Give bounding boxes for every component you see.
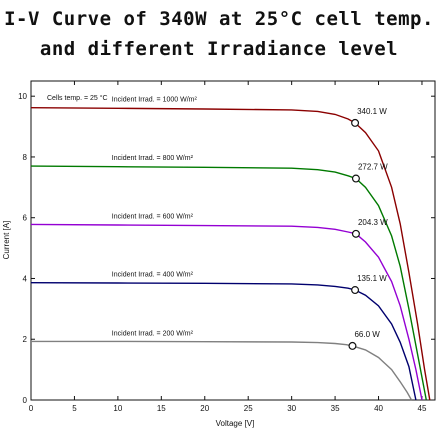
- y-axis-label: Current [A]: [2, 221, 11, 260]
- series-name-label: Incident Irrad. = 200 W/m²: [112, 330, 194, 337]
- mpp-marker: [351, 118, 360, 127]
- iv-curve-0: [30, 107, 431, 401]
- mpp-marker: [351, 286, 360, 295]
- y-tick-label: 6: [23, 214, 28, 223]
- x-tick-label: 5: [72, 404, 77, 413]
- series-labels: Incident Irrad. = 1000 W/m² 340.1 W Incide…: [112, 97, 388, 350]
- x-tick-label: 25: [244, 404, 253, 413]
- x-tick-label: 10: [113, 404, 122, 413]
- mpp-power-label: 135.1 W: [357, 274, 387, 283]
- mpp-power-label: 66.0 W: [354, 330, 380, 339]
- x-tick-label: 15: [157, 404, 166, 413]
- x-axis-label: Voltage [V]: [216, 419, 255, 428]
- x-tick-label: 20: [200, 404, 209, 413]
- x-tick-label: 40: [374, 404, 383, 413]
- y-tick-label: 4: [23, 274, 28, 283]
- mpp-marker: [351, 229, 360, 238]
- chart-title-line2: and different Irradiance level: [39, 38, 399, 60]
- y-tick-label: 2: [23, 335, 28, 344]
- x-tick-label: 35: [331, 404, 340, 413]
- mpp-marker: [348, 341, 357, 350]
- series-name-label: Incident Irrad. = 800 W/m²: [112, 155, 194, 162]
- y-tick-label: 10: [18, 92, 27, 101]
- mpp-power-label: 272.7 W: [358, 163, 388, 172]
- x-tick-label: 45: [418, 404, 427, 413]
- mpp-power-label: 340.1 W: [357, 107, 387, 116]
- mpp-marker: [351, 174, 360, 183]
- iv-curve-4: [31, 340, 413, 401]
- cell-temp-note: Cells temp. = 25 °C: [47, 94, 108, 102]
- series-name-label: Incident Irrad. = 600 W/m²: [112, 213, 194, 220]
- series-curves: [30, 107, 431, 401]
- series-name-label: Incident Irrad. = 1000 W/m²: [112, 97, 198, 104]
- mpp-power-label: 204.3 W: [358, 218, 388, 227]
- series-name-label: Incident Irrad. = 400 W/m²: [112, 272, 194, 279]
- x-tick-label: 30: [287, 404, 296, 413]
- y-tick-label: 0: [23, 396, 28, 405]
- x-tick-label: 0: [29, 404, 34, 413]
- axis-ticks: 0 5 10 15 20 25 30 35 40 45 0 2 4 6 8 10: [18, 81, 435, 413]
- iv-curve-2: [30, 223, 423, 401]
- chart-title-line1: I-V Curve of 340W at 25°C cell temp.: [4, 8, 434, 30]
- plot-area-frame: [30, 80, 436, 401]
- y-tick-label: 8: [23, 153, 28, 162]
